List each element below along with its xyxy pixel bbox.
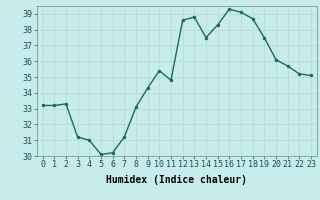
X-axis label: Humidex (Indice chaleur): Humidex (Indice chaleur)	[106, 175, 247, 185]
